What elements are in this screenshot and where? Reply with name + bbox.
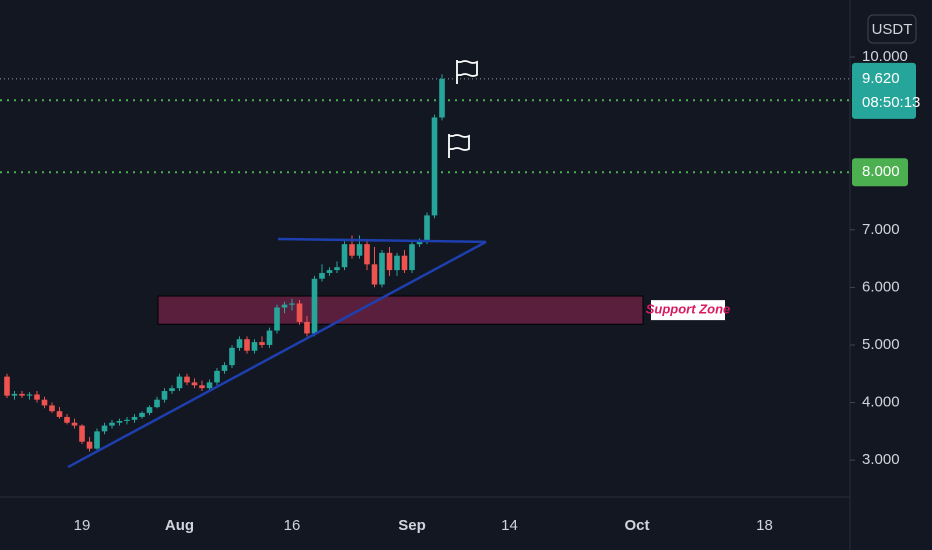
y-tick-label: 4.000 xyxy=(862,394,900,411)
last-price-box xyxy=(852,62,916,119)
candle-body xyxy=(161,391,168,400)
support-zone-label-box xyxy=(651,300,725,321)
support-zone-label: Support Zone xyxy=(646,302,731,317)
candle-body xyxy=(334,267,340,271)
candle-body xyxy=(154,399,160,408)
trendline xyxy=(277,237,487,244)
candle-body xyxy=(311,278,318,334)
candle-body xyxy=(124,419,130,421)
candle-body xyxy=(26,394,33,396)
candle-body xyxy=(71,422,78,426)
candle-body xyxy=(139,412,145,417)
candle-body xyxy=(356,244,363,256)
candle-body xyxy=(281,304,288,308)
x-tick-label: 18 xyxy=(756,517,773,534)
candle-body xyxy=(146,407,153,413)
support-zone xyxy=(157,295,644,325)
candle-body xyxy=(116,420,123,423)
candle-body xyxy=(64,416,70,423)
candle-body xyxy=(386,252,393,271)
candle-body xyxy=(109,422,115,426)
candle-body xyxy=(34,394,40,400)
candle-body xyxy=(364,244,370,265)
candle-body xyxy=(401,255,408,271)
y-tick-label: 6.000 xyxy=(862,278,900,295)
flag-icon xyxy=(456,60,478,84)
y-tick-label: 7.000 xyxy=(862,221,900,238)
x-tick-label: 14 xyxy=(501,517,518,534)
y-tick-label: 5.000 xyxy=(862,336,900,353)
candle-body xyxy=(416,241,423,245)
level-box xyxy=(852,158,908,187)
candle-body xyxy=(56,411,63,417)
trendline xyxy=(67,240,487,469)
x-tick-label: Sep xyxy=(398,517,426,534)
candle-body xyxy=(176,376,183,389)
candle-body xyxy=(221,365,228,371)
level-label: 8.000 xyxy=(862,163,900,180)
y-tick-label: 3.000 xyxy=(862,451,900,468)
candle-body xyxy=(439,78,445,118)
candle-body xyxy=(319,272,325,279)
candle-body xyxy=(199,385,205,389)
candle-body xyxy=(4,376,10,396)
candle-body xyxy=(379,252,385,285)
flag-icon xyxy=(448,134,470,158)
candle-body xyxy=(371,264,378,285)
last-price-label: 9.620 xyxy=(862,70,900,87)
candle-body xyxy=(394,255,400,271)
candle-body xyxy=(206,382,213,389)
candle-body xyxy=(424,215,430,242)
candle-body xyxy=(49,405,55,412)
candle-body xyxy=(304,321,310,334)
candle-body xyxy=(101,425,108,432)
candle-body xyxy=(266,330,273,345)
candle-body xyxy=(86,441,93,449)
currency-box[interactable] xyxy=(867,14,917,44)
x-tick-label: Aug xyxy=(165,517,194,534)
candle-body xyxy=(11,393,18,396)
candle-body xyxy=(94,431,100,449)
currency: USDT xyxy=(872,21,913,38)
candle-body xyxy=(214,370,220,383)
candle-body xyxy=(289,303,295,305)
x-tick-label: Oct xyxy=(624,517,649,534)
candle-body xyxy=(184,376,190,383)
candle-body xyxy=(409,244,415,271)
candle-body xyxy=(229,347,235,366)
candle-body xyxy=(296,303,303,322)
candle-body xyxy=(79,425,85,442)
candle-body xyxy=(251,342,258,351)
candle-body xyxy=(341,244,348,268)
candle-body xyxy=(349,244,355,256)
candle-body xyxy=(169,388,175,392)
candle-body xyxy=(131,416,138,420)
y-tick-label: 10.000 xyxy=(862,48,908,65)
candle-body xyxy=(41,399,48,406)
candle-body xyxy=(244,339,250,351)
candle-body xyxy=(259,342,265,345)
candle-body xyxy=(274,307,280,331)
candle-body xyxy=(431,117,438,216)
candle-body xyxy=(19,393,25,396)
x-tick-label: 16 xyxy=(284,517,301,534)
countdown-label: 08:50:13 xyxy=(862,94,920,111)
candle-body xyxy=(236,339,243,348)
candle-body xyxy=(191,382,198,386)
x-tick-label: 19 xyxy=(74,517,91,534)
candle-body xyxy=(326,270,333,273)
